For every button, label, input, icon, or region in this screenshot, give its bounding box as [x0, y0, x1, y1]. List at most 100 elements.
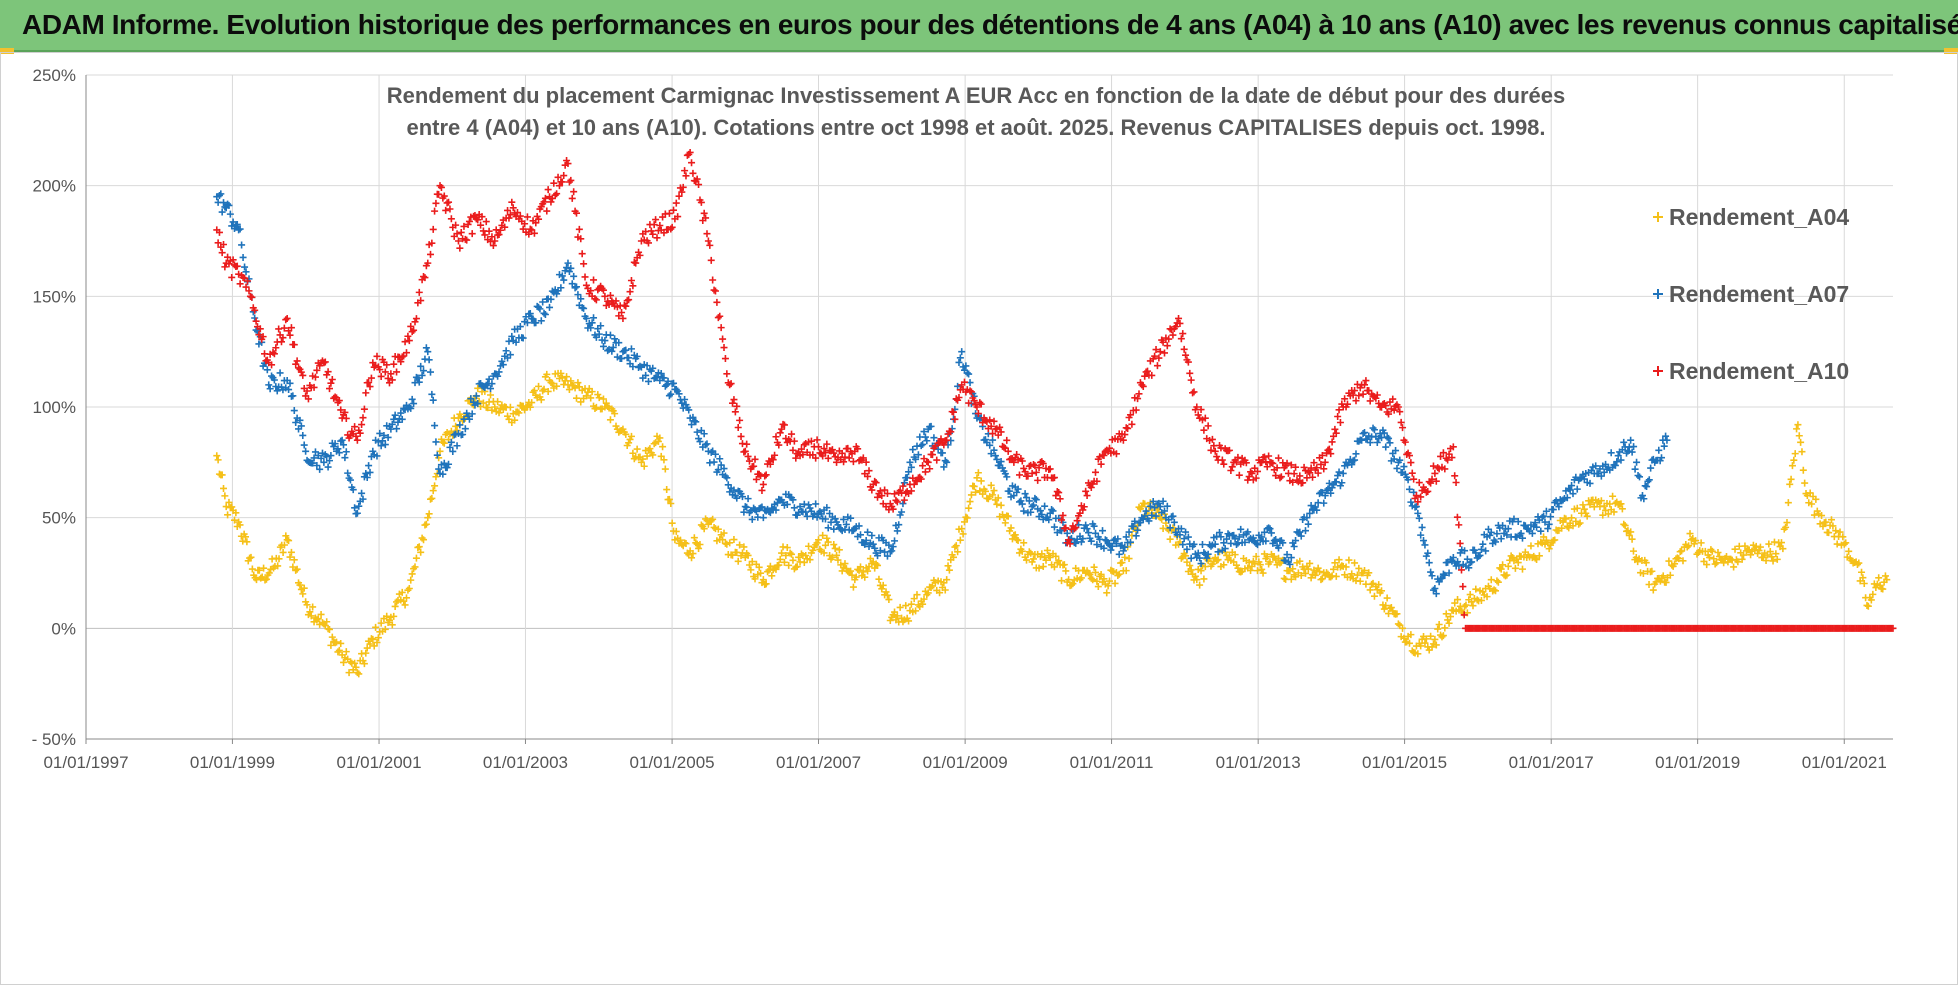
data-point [443, 464, 451, 472]
data-point [1103, 589, 1111, 597]
data-point [1810, 511, 1818, 519]
data-point [997, 458, 1005, 466]
data-point [1290, 543, 1298, 551]
data-point [622, 302, 630, 310]
data-point [990, 446, 998, 454]
data-point [1393, 464, 1401, 472]
data-point [1504, 562, 1512, 570]
data-point [1441, 465, 1449, 473]
x-tick-label: 01/01/2011 [1070, 753, 1154, 772]
data-point [636, 362, 644, 370]
data-point [868, 531, 876, 539]
data-point [1313, 464, 1321, 472]
data-point [340, 441, 348, 449]
data-point [1289, 565, 1297, 573]
data-point [1053, 488, 1061, 496]
data-point [1063, 529, 1071, 537]
data-point [239, 253, 247, 261]
data-point [902, 602, 910, 610]
data-point [1356, 384, 1364, 392]
data-point [1399, 624, 1407, 632]
data-point [299, 371, 307, 379]
data-point [1096, 535, 1104, 543]
data-point [909, 446, 917, 454]
data-point [353, 669, 361, 677]
data-point [1547, 513, 1555, 521]
data-point [789, 446, 797, 454]
data-point [1461, 547, 1469, 555]
data-point [1445, 569, 1453, 577]
data-point [540, 385, 548, 393]
data-point [819, 531, 827, 539]
data-point [1845, 547, 1853, 555]
data-point [282, 316, 290, 324]
data-point [711, 287, 719, 295]
data-point [1460, 611, 1468, 619]
data-point [1660, 442, 1668, 450]
data-point [654, 437, 662, 445]
data-point [1249, 534, 1257, 542]
data-point [411, 318, 419, 326]
data-point [1231, 551, 1239, 559]
data-point [1497, 565, 1505, 573]
data-point [817, 510, 825, 518]
data-point [729, 399, 737, 407]
data-point [252, 317, 260, 325]
data-point [751, 455, 759, 463]
data-point [734, 557, 742, 565]
data-point [1323, 569, 1331, 577]
data-point [422, 520, 430, 528]
data-point [418, 371, 426, 379]
data-point [1141, 372, 1149, 380]
data-point [1180, 535, 1188, 543]
data-point [421, 274, 429, 282]
data-point [352, 510, 360, 518]
data-point [1483, 593, 1491, 601]
data-point [629, 449, 637, 457]
data-point [688, 421, 696, 429]
data-point [265, 569, 273, 577]
data-point [590, 314, 598, 322]
data-point [1300, 463, 1308, 471]
data-point [390, 360, 398, 368]
data-point [1247, 468, 1255, 476]
data-point [751, 575, 759, 583]
data-point [1231, 535, 1239, 543]
data-point [477, 221, 485, 229]
data-point [1216, 529, 1224, 537]
data-point [1876, 581, 1884, 589]
data-point [1432, 477, 1440, 485]
data-point [334, 648, 342, 656]
data-point [282, 532, 290, 540]
data-point [1259, 569, 1267, 577]
data-point [659, 443, 667, 451]
data-point [653, 432, 661, 440]
data-point [1307, 502, 1315, 510]
data-point [1182, 552, 1190, 560]
data-point [1751, 546, 1759, 554]
data-point [1518, 565, 1526, 573]
data-point [668, 223, 676, 231]
data-point [636, 251, 644, 259]
data-point [876, 487, 884, 495]
data-point [560, 172, 568, 180]
data-point [1152, 512, 1160, 520]
data-point [255, 566, 263, 574]
data-point [612, 297, 620, 305]
data-point [428, 390, 436, 398]
data-point [1631, 465, 1639, 473]
data-point [346, 658, 354, 666]
data-point [1387, 604, 1395, 612]
data-point [710, 458, 718, 466]
data-point [213, 452, 221, 460]
data-point [1351, 456, 1359, 464]
data-point [1125, 555, 1133, 563]
data-point [541, 194, 549, 202]
data-point [314, 615, 322, 623]
data-point [328, 633, 336, 641]
data-point [1045, 466, 1053, 474]
data-point [1462, 601, 1470, 609]
data-point [792, 454, 800, 462]
data-point [899, 500, 907, 508]
data-point [974, 469, 982, 477]
